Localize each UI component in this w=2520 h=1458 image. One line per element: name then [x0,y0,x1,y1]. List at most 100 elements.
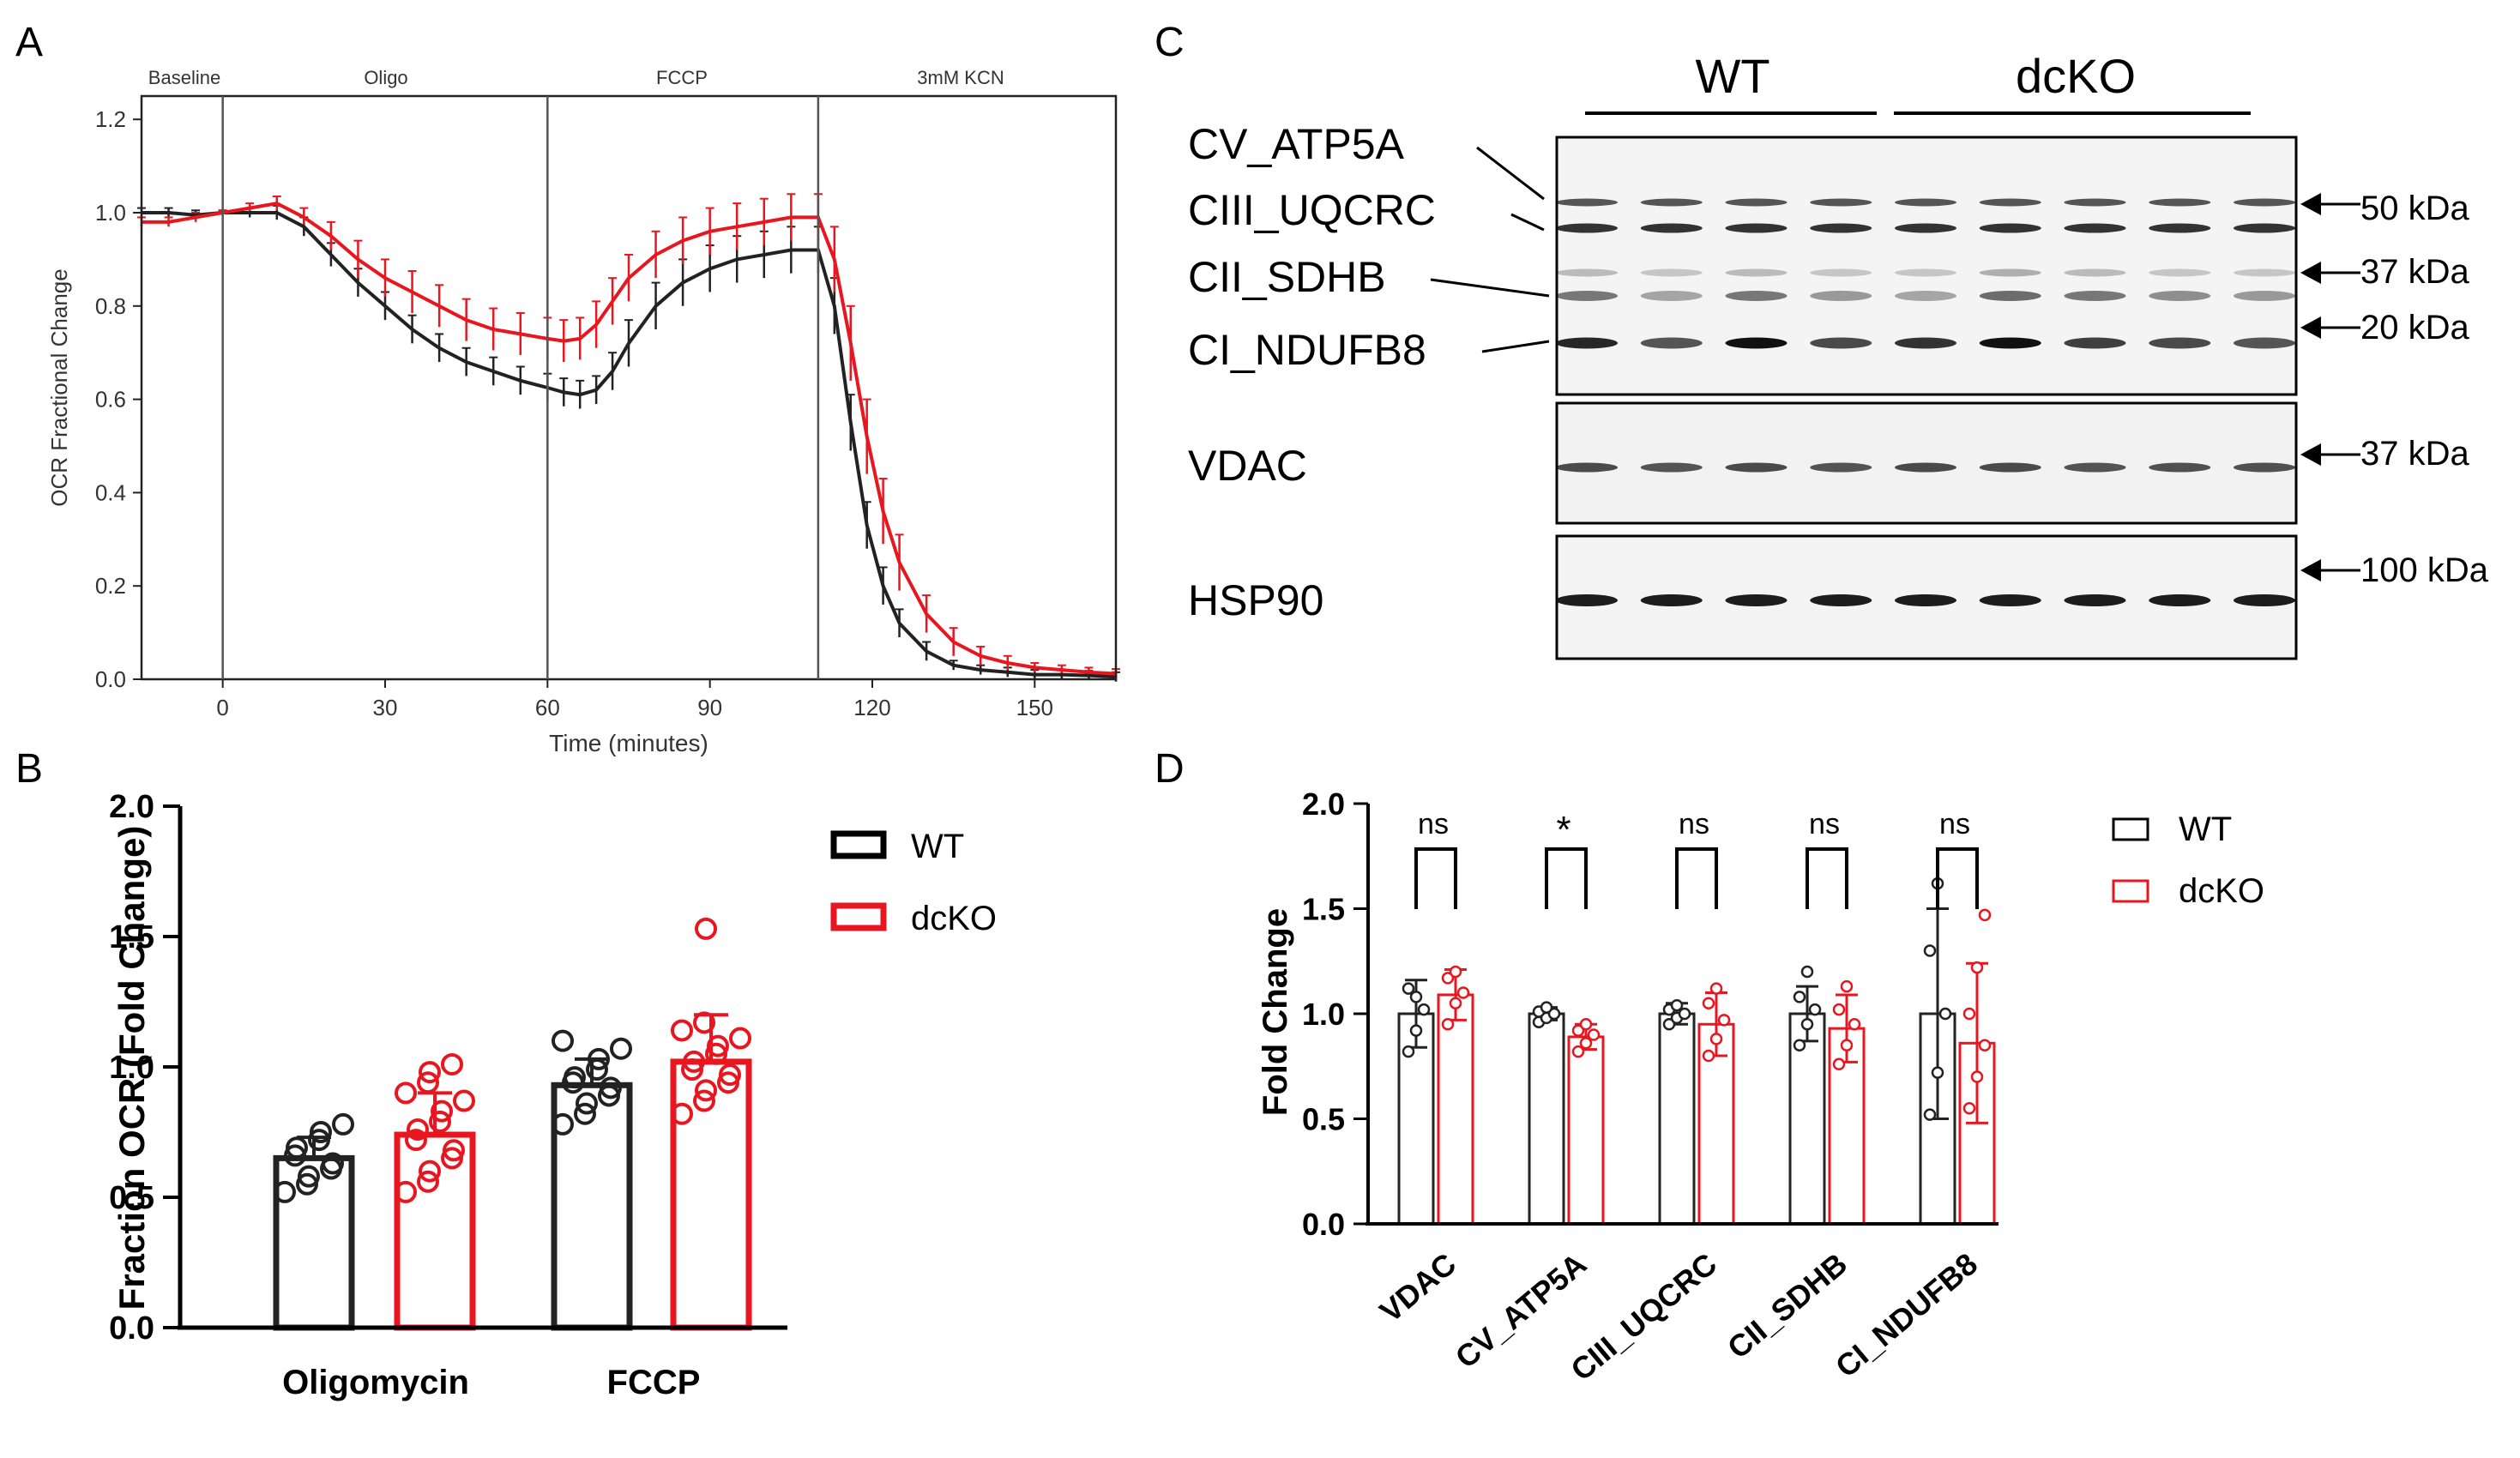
blot-bands [1556,198,2295,606]
panel-a-series-wt [142,211,1117,679]
blot-band-ndufb8 [2234,337,2295,349]
blot-band-sdhb_upper [1640,268,1703,277]
panel-b-point-dcko [395,1180,417,1203]
panel-d-sig-bracket [1414,847,1457,909]
blot-band-uqcrc [1979,223,2041,233]
blot-band-vdac [1640,462,1703,473]
blot-band-hsp90 [1810,594,1872,606]
panel-d-sig-bracket [1675,847,1718,909]
blot-band-hsp90 [1640,594,1703,606]
blot-band-atp5a [1810,198,1872,207]
panel-a-x-tick-label: 60 [535,695,560,720]
panel-d-sig-bracket [1806,847,1848,909]
blot-band-uqcrc [2234,223,2295,233]
panel-a-y-label: OCR Fractional Change [46,268,72,506]
panel-a-y-tick-label: 0.8 [95,293,126,319]
blot-group-wt: WT [1695,49,1769,103]
panel-d-point-dcko [1702,1049,1715,1063]
blot-band-vdac [1810,462,1872,473]
panel-d-point-dcko [1456,986,1470,999]
panel-d-point-wt [1923,1108,1937,1121]
panel-d-point-dcko [1717,1014,1731,1027]
blot-band-sdhb_upper [2064,268,2126,277]
panel-b-point-wt [298,1165,320,1188]
panel-d-point-dcko [1978,1039,1992,1051]
panel-d-category-ndufb8: CI_NDUFB8 [1829,1246,1984,1384]
blot-label-hsp90: HSP90 [1188,576,1323,624]
blot-band-sdhb_lower [1895,291,1956,301]
panel-b-content [273,917,752,1331]
panel-b-point-dcko [405,1129,427,1152]
blot-band-vdac [1979,462,2041,473]
blot-band-sdhb_upper [2149,268,2211,277]
panel-b-y-label: Fraction OCR (Fold Change) [112,826,152,1310]
blot-band-uqcrc [2064,223,2126,233]
panel-d-point-dcko [1587,1028,1601,1041]
panel-d-point-wt [1409,1024,1423,1037]
panel-b-point-wt [332,1112,354,1136]
panel-b-point-wt [310,1121,332,1143]
marker-50kda: 50 kDa [2360,190,2469,227]
panel-d-sig-sdhb: ns [1809,808,1840,840]
panel-a-lines [142,202,1117,679]
blot-band-sdhb_upper [1979,268,2041,277]
panel-d-point-wt [1800,965,1814,979]
blot-label-uqcrc: CIII_UQCRC [1188,186,1436,234]
blot-band-sdhb_lower [2149,291,2211,301]
panel-a-series-dcko [142,202,1117,676]
panel-b-point-wt [586,1058,608,1081]
blot-pointer-uqcrc [1510,213,1545,232]
panel-a-x-label: Time (minutes) [549,730,708,756]
panel-b-point-wt [552,1029,574,1052]
panel-d-legend-wt-swatch [2112,817,2149,841]
panel-d-point-wt [1931,1066,1944,1079]
panel-d-sig-bracket [1545,847,1588,909]
panel-d-point-dcko [1970,961,1984,974]
panel-d-point-dcko [1978,908,1992,922]
panel-d-bar-dcko [1567,1035,1605,1226]
blot-band-hsp90 [1979,594,2041,606]
panel-d-point-dcko [1579,1037,1593,1050]
blot-band-atp5a [1725,198,1788,207]
blot-band-hsp90 [2149,594,2211,606]
panel-b-point-dcko [417,1170,439,1193]
blot-band-vdac [1556,462,1618,473]
panel-b-point-dcko [407,1118,429,1141]
blot-band-ndufb8 [1725,337,1788,349]
blot-band-atp5a [2064,198,2126,207]
panel-b-point-dcko [729,1027,751,1050]
panel-d-y-tick-label: 2.0 [1302,786,1345,822]
panel-b-point-dcko [395,1081,417,1105]
panel-label-b: B [15,746,43,792]
panel-a-y-tick-label: 0.2 [95,573,126,599]
panel-label-d: D [1154,746,1185,792]
panel-b-point-dcko [443,1139,465,1162]
panel-d-point-dcko [1441,1018,1455,1031]
panel-d-point-dcko [1832,1057,1846,1071]
panel-b-point-wt [588,1047,610,1070]
panel-d-point-dcko [1449,997,1462,1009]
blot-band-ndufb8 [1640,337,1703,349]
blot-band-uqcrc [1640,223,1703,233]
phase-label-oligo: Oligo [364,67,407,88]
panel-d-point-dcko [1579,1018,1593,1031]
panel-a-y-tick-label: 0.4 [95,479,126,505]
panel-d-point-wt [1793,1039,1806,1051]
panel-b-legend-wt-swatch [830,830,887,859]
panel-d-sig-uqcrc: ns [1679,808,1709,840]
marker-arrow-head [2300,559,2321,581]
panel-a-x-tick-label: 150 [1016,695,1053,720]
panel-b-legend-wt: WT [911,828,964,865]
panel-d-point-dcko [1840,1039,1854,1051]
marker-arrow-head [2300,262,2321,284]
panel-d-point-wt [1402,1045,1415,1058]
panel-d-content [1397,847,1996,1226]
panel-d-point-wt [1793,991,1806,1003]
panel-a-x-ticks: 0 30 60 90 120 150 [216,679,1053,720]
blot-band-ndufb8 [1810,337,1872,349]
marker-vdac-37kda: 37 kDa [2360,435,2469,473]
panel-d-sig-ndufb8: ns [1939,808,1970,840]
panel-d-point-wt [1662,1018,1676,1031]
blot-band-vdac [2234,462,2295,473]
blot-band-atp5a [1979,198,2041,207]
